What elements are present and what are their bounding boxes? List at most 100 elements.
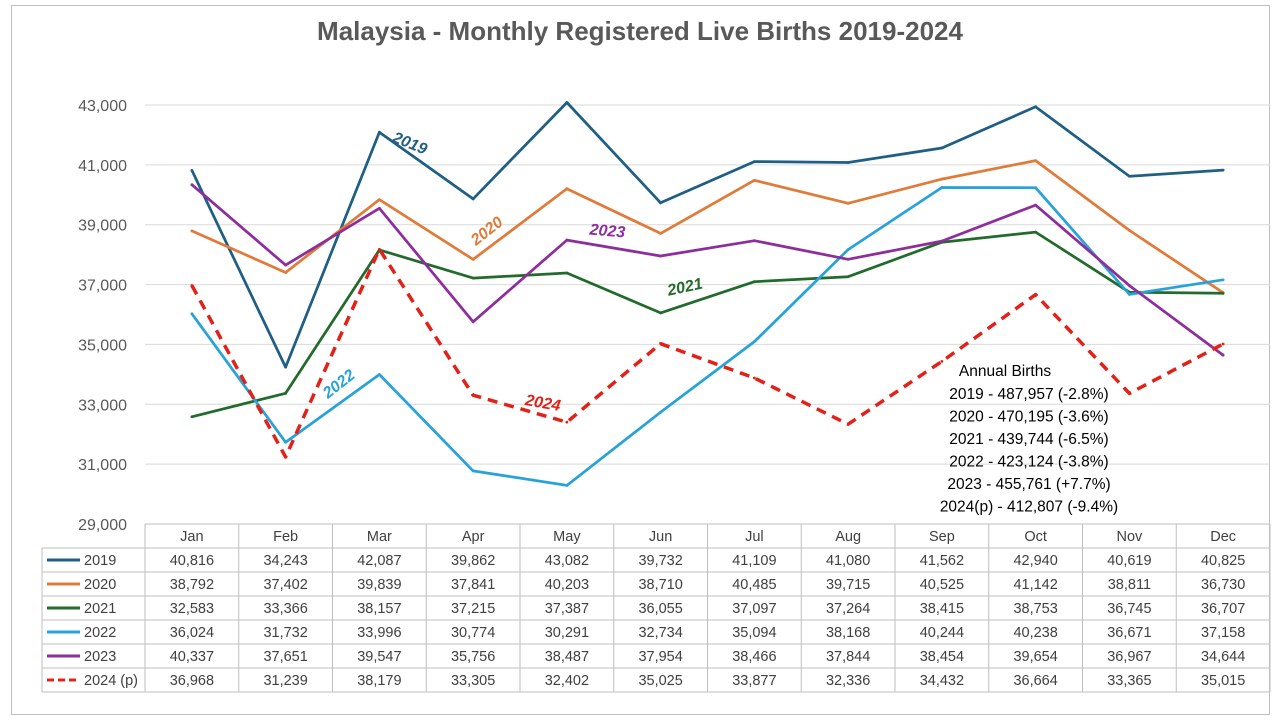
data-point (284, 441, 287, 444)
data-point (1222, 169, 1225, 172)
legend-label: 2020 (84, 577, 116, 593)
data-label: 36,968 (170, 673, 214, 689)
data-point (378, 198, 381, 201)
data-point (940, 240, 943, 243)
data-label: 38,466 (732, 649, 776, 665)
data-label: 39,547 (357, 649, 401, 665)
data-point (472, 394, 475, 397)
data-point (1034, 231, 1037, 234)
data-point (1128, 284, 1131, 287)
data-point (284, 271, 287, 274)
data-label: 37,097 (732, 601, 776, 617)
data-point (378, 248, 381, 251)
data-label: 35,015 (1201, 673, 1245, 689)
data-label: 34,432 (920, 673, 964, 689)
data-label: 37,402 (263, 577, 307, 593)
data-point (190, 230, 193, 233)
data-point (565, 484, 568, 487)
x-tick-label: Jan (180, 529, 203, 545)
data-point (847, 275, 850, 278)
data-label: 36,745 (1107, 601, 1151, 617)
data-point (659, 342, 662, 345)
data-point (659, 311, 662, 314)
data-point (284, 392, 287, 395)
annotation-line: 2023 - 455,761 (+7.7%) (947, 476, 1110, 493)
data-point (565, 239, 568, 242)
data-label: 35,094 (732, 625, 776, 641)
legend-label: 2019 (84, 553, 116, 569)
series-line (192, 249, 1223, 457)
data-point (753, 340, 756, 343)
data-label: 39,654 (1013, 649, 1057, 665)
data-point (1222, 343, 1225, 346)
data-label: 33,877 (732, 673, 776, 689)
data-label: 39,732 (638, 553, 682, 569)
data-label: 31,239 (263, 673, 307, 689)
data-label: 38,415 (920, 601, 964, 617)
data-point (190, 312, 193, 315)
data-point (1034, 293, 1037, 296)
data-point (1034, 105, 1037, 108)
data-point (472, 320, 475, 323)
x-tick-label: Dec (1210, 529, 1236, 545)
data-label: 33,996 (357, 625, 401, 641)
data-point (1128, 392, 1131, 395)
data-label: 33,365 (1107, 673, 1151, 689)
data-label: 35,756 (451, 649, 495, 665)
data-label: 38,157 (357, 601, 401, 617)
data-label: 37,215 (451, 601, 495, 617)
data-label: 40,337 (170, 649, 214, 665)
data-label: 36,671 (1107, 625, 1151, 641)
data-table: Jan Feb Mar Apr May Jun Jul Aug Sep Oct Nov Dec 2019… (42, 524, 1270, 692)
y-tick-label: 31,000 (78, 457, 127, 474)
y-tick-label: 29,000 (78, 517, 127, 534)
chart-title: Malaysia - Monthly Registered Live Birth… (317, 16, 963, 46)
data-label: 38,454 (920, 649, 964, 665)
data-point (847, 258, 850, 261)
data-label: 33,305 (451, 673, 495, 689)
data-point (1128, 175, 1131, 178)
legend-label: 2024 (p) (84, 673, 138, 689)
x-tick-label: Nov (1116, 529, 1143, 545)
data-point (1034, 186, 1037, 189)
data-point (847, 202, 850, 205)
data-point (659, 201, 662, 204)
data-label: 37,264 (826, 601, 870, 617)
annotation-line: 2019 - 487,957 (-2.8%) (949, 386, 1108, 403)
data-label: 31,732 (263, 625, 307, 641)
x-tick-label: Mar (367, 529, 392, 545)
data-point (472, 470, 475, 473)
y-tick-label: 39,000 (78, 218, 127, 235)
data-point (847, 161, 850, 164)
data-label: 39,862 (451, 553, 495, 569)
x-tick-label: Oct (1024, 529, 1047, 545)
series-label: 2020 (467, 214, 506, 250)
data-point (284, 264, 287, 267)
data-label: 43,082 (545, 553, 589, 569)
data-point (378, 373, 381, 376)
chart: Malaysia - Monthly Registered Live Birth… (0, 0, 1280, 720)
data-label: 40,244 (920, 625, 964, 641)
data-point (565, 187, 568, 190)
data-point (659, 232, 662, 235)
data-label: 42,940 (1013, 553, 1057, 569)
y-tick-label: 35,000 (78, 337, 127, 354)
data-point (1034, 159, 1037, 162)
data-label: 37,841 (451, 577, 495, 593)
data-point (940, 147, 943, 150)
data-label: 32,336 (826, 673, 870, 689)
x-tick-label: Feb (273, 529, 298, 545)
x-tick-label: May (553, 529, 581, 545)
data-label: 39,839 (357, 577, 401, 593)
data-label: 37,954 (638, 649, 682, 665)
data-point (1034, 204, 1037, 207)
y-tick-label: 43,000 (78, 98, 127, 115)
data-label: 37,158 (1201, 625, 1245, 641)
data-point (190, 415, 193, 418)
data-label: 38,792 (170, 577, 214, 593)
data-label: 41,080 (826, 553, 870, 569)
data-point (940, 186, 943, 189)
data-label: 36,967 (1107, 649, 1151, 665)
y-tick-label: 37,000 (78, 278, 127, 295)
